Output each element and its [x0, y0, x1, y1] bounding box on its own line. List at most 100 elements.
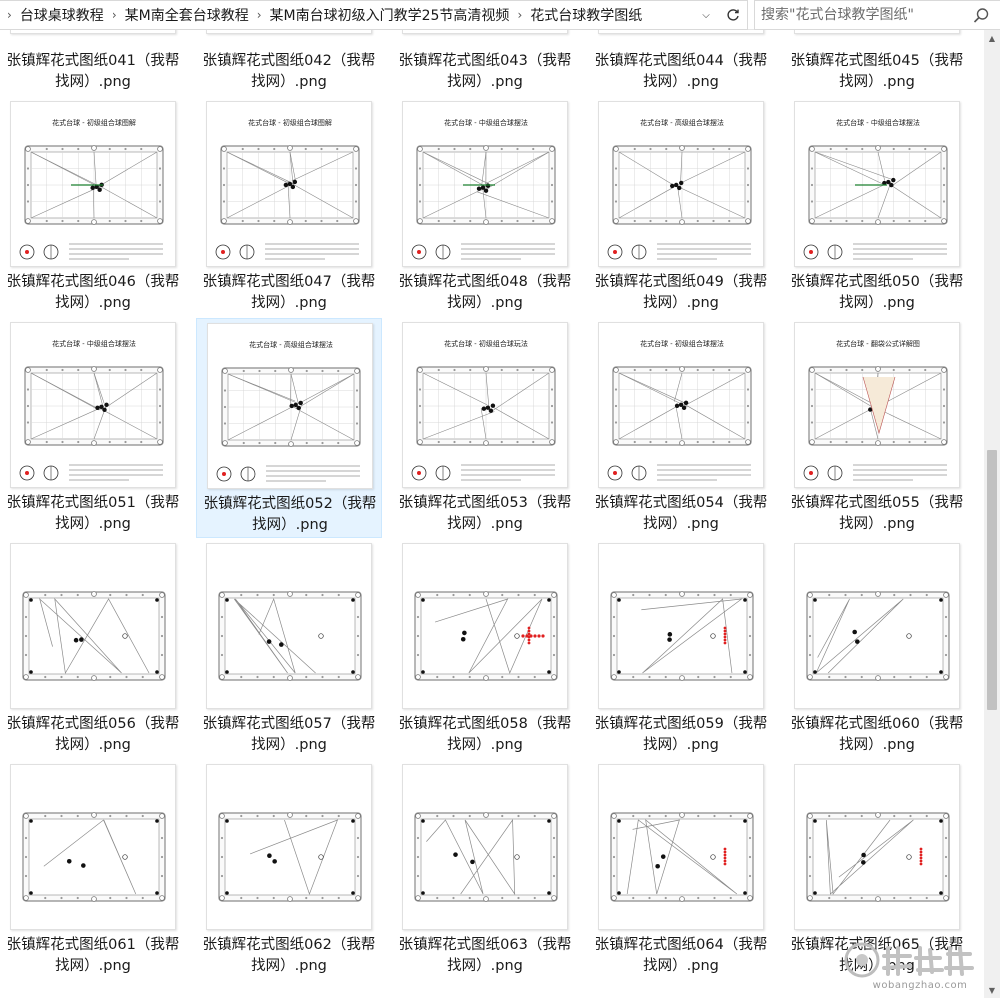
file-name: 张镇辉花式图纸063（我帮找网）.png: [398, 937, 572, 974]
file-thumbnail[interactable]: 花式台球 - 初级组合球图解: [206, 101, 372, 267]
file-name: 张镇辉花式图纸043（我帮找网）.png: [398, 53, 572, 90]
file-thumbnail[interactable]: [598, 764, 764, 930]
file-thumbnail[interactable]: [10, 30, 176, 34]
file-item[interactable]: 花式台球 - 中级组合球摆法 张镇辉花式图纸048（我帮找网）.png: [392, 97, 578, 317]
file-thumbnail[interactable]: [794, 30, 960, 34]
breadcrumb-item-3[interactable]: 某M南台球初级入门教学25节高清视频 ›: [269, 5, 530, 25]
file-thumbnail[interactable]: 花式台球 - 翻袋公式详解图: [794, 322, 960, 488]
refresh-icon[interactable]: [719, 1, 747, 29]
file-thumbnail[interactable]: [402, 30, 568, 34]
file-thumbnail[interactable]: 花式台球 - 中级组合球摆法: [10, 322, 176, 488]
file-item[interactable]: 张镇辉花式图纸044（我帮找网）.png: [588, 30, 774, 236]
file-grid: 张镇辉花式图纸041（我帮找网）.png 张镇辉花式图纸042（我帮找网）.png…: [0, 30, 984, 998]
breadcrumb-item-4[interactable]: 花式台球教学图纸: [529, 5, 643, 25]
file-item[interactable]: 张镇辉花式图纸062（我帮找网）.png: [196, 760, 382, 980]
file-thumbnail[interactable]: [794, 764, 960, 930]
file-thumbnail[interactable]: [402, 543, 568, 709]
file-name: 张镇辉花式图纸061（我帮找网）.png: [6, 937, 180, 974]
file-thumbnail[interactable]: 花式台球 - 高级组合球摆法: [207, 323, 373, 489]
watermark: wobangzhao.com: [840, 938, 1000, 998]
chevron-down-icon[interactable]: ⌵: [702, 9, 710, 21]
file-thumbnail[interactable]: [794, 543, 960, 709]
thumbnail-image: [599, 102, 763, 266]
file-item[interactable]: 花式台球 - 初级组合球图解 张镇辉花式图纸047（我帮找网）.png: [196, 97, 382, 317]
file-thumbnail[interactable]: [10, 543, 176, 709]
file-name: 张镇辉花式图纸041（我帮找网）.png: [6, 53, 180, 90]
file-thumbnail[interactable]: 花式台球 - 初级组合球玩法: [402, 322, 568, 488]
thumbnail-image: [11, 102, 175, 266]
file-thumbnail[interactable]: 花式台球 - 中级组合球摆法: [402, 101, 568, 267]
file-name: 张镇辉花式图纸062（我帮找网）.png: [202, 937, 376, 974]
breadcrumb[interactable]: › 台球桌球教程 › 某M南全套台球教程 › 某M南台球初级入门教学25节高清视…: [0, 0, 748, 30]
breadcrumb-item-2[interactable]: 某M南全套台球教程 ›: [124, 5, 269, 25]
file-item[interactable]: 张镇辉花式图纸041（我帮找网）.png: [0, 30, 186, 236]
breadcrumb-item-1[interactable]: 台球桌球教程 ›: [19, 5, 124, 25]
file-item[interactable]: 张镇辉花式图纸057（我帮找网）.png: [196, 539, 382, 759]
file-item[interactable]: 张镇辉花式图纸043（我帮找网）.png: [392, 30, 578, 236]
scroll-up-arrow-icon[interactable]: ▲: [988, 33, 996, 43]
thumbnail-title: 花式台球 - 中级组合球摆法: [444, 119, 528, 127]
file-item[interactable]: 花式台球 - 高级组合球摆法 张镇辉花式图纸052（我帮找网）.png: [196, 318, 382, 538]
file-item[interactable]: 花式台球 - 中级组合球摆法张镇辉花式图纸050（我帮找网）.png: [784, 97, 970, 317]
file-item[interactable]: 花式台球 - 高级组合球摆法 张镇辉花式图纸049（我帮找网）.png: [588, 97, 774, 317]
file-thumbnail[interactable]: [206, 764, 372, 930]
file-thumbnail[interactable]: 花式台球 - 初级组合球摆法: [598, 322, 764, 488]
search-box[interactable]: [754, 0, 1000, 30]
thumbnail-image: [208, 324, 372, 488]
search-icon[interactable]: [972, 7, 990, 25]
file-item[interactable]: 花式台球 - 初级组合球玩法张镇辉花式图纸053（我帮找网）.png: [392, 318, 578, 538]
chevron-right-icon: ›: [7, 8, 12, 22]
file-thumbnail[interactable]: [206, 30, 372, 34]
chevron-right-icon: ›: [517, 8, 523, 22]
thumbnail-title: 花式台球 - 中级组合球摆法: [52, 340, 136, 348]
refresh-icon: [727, 9, 739, 21]
file-item[interactable]: 张镇辉花式图纸060（我帮找网）.png: [784, 539, 970, 759]
file-item[interactable]: 张镇辉花式图纸045（我帮找网）.png: [784, 30, 970, 236]
file-item[interactable]: 张镇辉花式图纸063（我帮找网）.png: [392, 760, 578, 980]
thumbnail-image: [207, 765, 371, 929]
file-name: 张镇辉花式图纸060（我帮找网）.png: [790, 716, 964, 753]
file-thumbnail[interactable]: 花式台球 - 初级组合球图解: [10, 101, 176, 267]
file-item[interactable]: 花式台球 - 翻袋公式详解图 张镇辉花式图纸055（我帮找网）.png: [784, 318, 970, 538]
file-item[interactable]: 花式台球 - 初级组合球摆法 张镇辉花式图纸054（我帮找网）.png: [588, 318, 774, 538]
file-item[interactable]: 张镇辉花式图纸064（我帮找网）.png: [588, 760, 774, 980]
file-thumbnail[interactable]: [10, 764, 176, 930]
thumbnail-title: 花式台球 - 初级组合球图解: [248, 119, 332, 127]
thumbnail-title: 花式台球 - 初级组合球玩法: [444, 340, 528, 348]
file-thumbnail[interactable]: [402, 764, 568, 930]
vertical-scrollbar[interactable]: ▲ ▼: [984, 30, 1000, 998]
file-name: 张镇辉花式图纸053（我帮找网）.png: [398, 495, 572, 532]
file-item[interactable]: 张镇辉花式图纸059（我帮找网）.png: [588, 539, 774, 759]
file-item[interactable]: 张镇辉花式图纸056（我帮找网）.png: [0, 539, 186, 759]
file-thumbnail[interactable]: [598, 543, 764, 709]
file-item[interactable]: 花式台球 - 初级组合球图解 张镇辉花式图纸046（我帮找网）.png: [0, 97, 186, 317]
search-input[interactable]: [761, 4, 961, 26]
thumbnail-title: 花式台球 - 初级组合球图解: [52, 119, 136, 127]
thumbnail-image: [403, 765, 567, 929]
file-name: 张镇辉花式图纸058（我帮找网）.png: [398, 716, 572, 753]
scroll-thumb[interactable]: [987, 450, 997, 710]
thumbnail-image: [11, 30, 175, 33]
breadcrumb-label: 台球桌球教程: [19, 8, 104, 24]
thumbnail-image: [403, 323, 567, 487]
file-item[interactable]: 花式台球 - 中级组合球摆法张镇辉花式图纸051（我帮找网）.png: [0, 318, 186, 538]
breadcrumb-label: 某M南全套台球教程: [124, 8, 249, 24]
file-thumbnail[interactable]: [206, 543, 372, 709]
breadcrumb-root[interactable]: ›: [0, 8, 19, 22]
thumbnail-image: [599, 30, 763, 33]
thumbnail-title: 花式台球 - 翻袋公式详解图: [836, 340, 920, 348]
file-thumbnail[interactable]: 花式台球 - 高级组合球摆法: [598, 101, 764, 267]
file-thumbnail[interactable]: [598, 30, 764, 34]
chevron-right-icon: ›: [111, 8, 117, 22]
file-item[interactable]: 张镇辉花式图纸061（我帮找网）.png: [0, 760, 186, 980]
thumbnail-image: [11, 323, 175, 487]
scroll-down-arrow-icon[interactable]: ▼: [988, 985, 996, 995]
file-name: 张镇辉花式图纸042（我帮找网）.png: [202, 53, 376, 90]
file-name: 张镇辉花式图纸051（我帮找网）.png: [6, 495, 180, 532]
file-name: 张镇辉花式图纸050（我帮找网）.png: [790, 274, 964, 311]
file-item[interactable]: 张镇辉花式图纸042（我帮找网）.png: [196, 30, 382, 236]
file-item[interactable]: 张镇辉花式图纸065（我帮找网）.png: [784, 760, 970, 980]
file-thumbnail[interactable]: 花式台球 - 中级组合球摆法: [794, 101, 960, 267]
file-item[interactable]: 张镇辉花式图纸058（我帮找网）.png: [392, 539, 578, 759]
file-name: 张镇辉花式图纸057（我帮找网）.png: [202, 716, 376, 753]
